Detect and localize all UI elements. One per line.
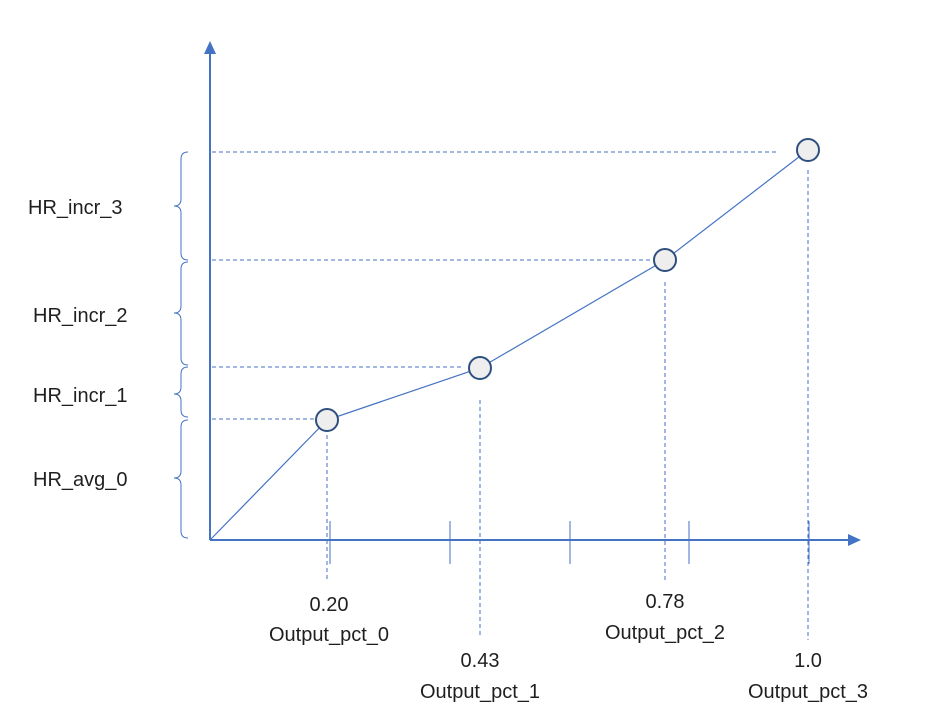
y-label-hr-avg-0: HR_avg_0	[33, 469, 128, 491]
x-name-0: Output_pct_0	[269, 624, 389, 646]
x-name-2: Output_pct_2	[605, 622, 725, 644]
y-label-hr-incr-1: HR_incr_1	[33, 385, 127, 407]
brace-hr-avg-0	[173, 419, 189, 539]
series-line	[210, 149, 809, 540]
braces	[173, 151, 189, 539]
y-axis-arrow	[204, 41, 216, 54]
x-axis-arrow	[848, 534, 861, 546]
x-value-3: 1.0	[794, 650, 822, 672]
x-name-1: Output_pct_1	[420, 681, 540, 703]
data-point-output-pct-3	[796, 138, 820, 162]
data-point-output-pct-1	[468, 356, 492, 380]
brace-hr-incr-3	[173, 151, 189, 261]
y-label-hr-incr-3: HR_incr_3	[28, 197, 122, 219]
markers	[315, 138, 820, 432]
brace-hr-incr-2	[173, 261, 189, 366]
x-value-0: 0.20	[310, 594, 349, 616]
x-value-2: 0.78	[646, 591, 685, 613]
x-value-1: 0.43	[461, 650, 500, 672]
guide-lines	[212, 151, 809, 640]
x-name-3: Output_pct_3	[748, 681, 868, 703]
y-labels: HR_incr_3 HR_incr_2 HR_incr_1 HR_avg_0	[28, 197, 128, 491]
brace-hr-incr-1	[173, 366, 189, 418]
y-label-hr-incr-2: HR_incr_2	[33, 305, 127, 327]
data-point-output-pct-0	[315, 408, 339, 432]
axes	[204, 41, 861, 546]
data-point-output-pct-2	[653, 248, 677, 272]
x-labels: 0.20 Output_pct_0 0.43 Output_pct_1 0.78…	[269, 591, 868, 703]
x-ticks	[329, 521, 810, 564]
